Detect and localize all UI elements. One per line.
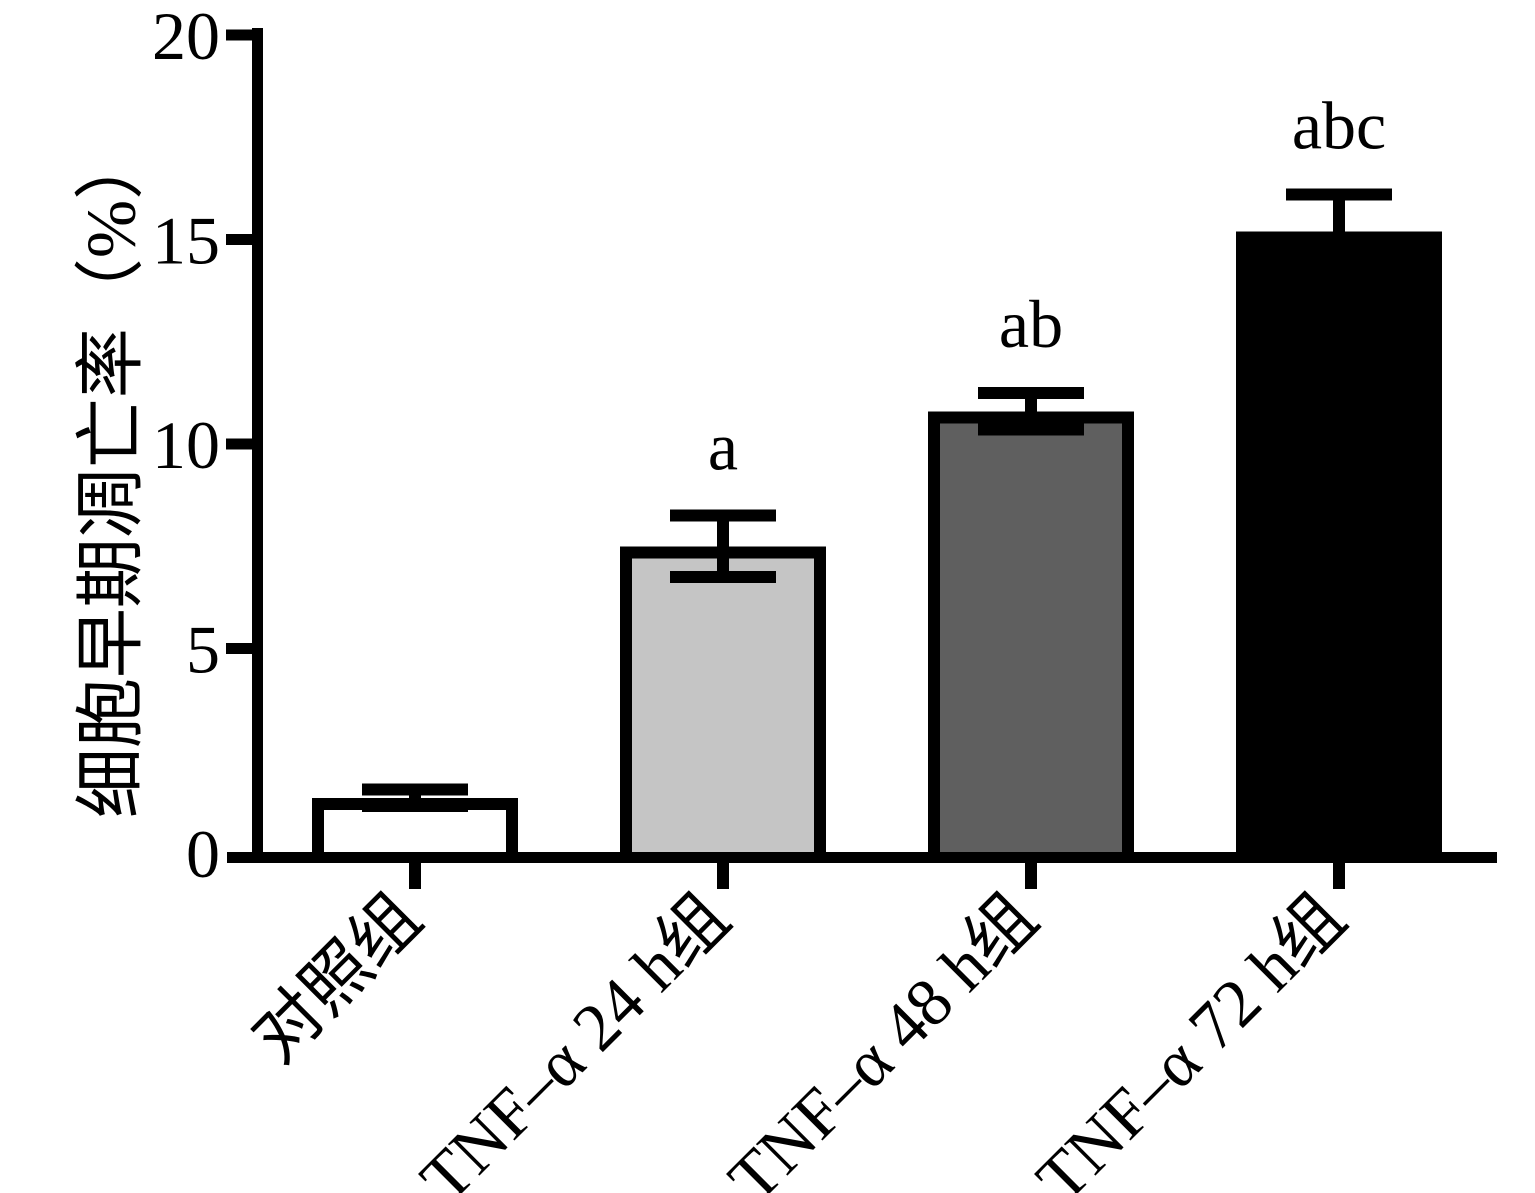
error-bar-line-3 <box>1333 194 1345 269</box>
error-bar-lower-cap-2 <box>978 423 1084 436</box>
x-category-label-0: 对照组 <box>238 879 436 1077</box>
y-tick-label-15: 15 <box>152 203 220 279</box>
error-bar-upper-cap-3 <box>1286 188 1392 201</box>
bar-fill-2 <box>940 423 1122 852</box>
x-tick-2 <box>1025 863 1037 889</box>
y-tick-label-5: 5 <box>186 612 220 688</box>
x-tick-1 <box>717 863 729 889</box>
x-category-label-1: TNF–α 24 h组 <box>406 879 744 1193</box>
error-bar-lower-cap-1 <box>670 570 776 583</box>
error-bar-upper-cap-1 <box>670 509 776 522</box>
significance-label-2: ab <box>999 286 1063 362</box>
significance-label-3: abc <box>1292 88 1386 164</box>
x-category-label-2: TNF–α 48 h组 <box>714 879 1052 1193</box>
error-bar-lower-cap-0 <box>362 799 468 812</box>
y-tick-label-20: 20 <box>152 0 220 74</box>
bar-fill-0 <box>324 809 506 852</box>
y-tick-label-0: 0 <box>186 816 220 892</box>
y-tick-5 <box>226 643 252 654</box>
x-category-label-3: TNF–α 72 h组 <box>1022 879 1360 1193</box>
error-bar-upper-cap-0 <box>362 783 468 796</box>
error-bar-upper-cap-2 <box>978 386 1084 399</box>
significance-label-1: a <box>708 409 738 485</box>
bar-fill-3 <box>1248 243 1430 852</box>
y-tick-10 <box>226 438 252 450</box>
error-bar-line-1 <box>717 515 729 577</box>
error-bar-line-2 <box>1025 392 1037 430</box>
error-bar-lower-cap-3 <box>1286 262 1392 275</box>
x-tick-0 <box>409 863 421 889</box>
y-axis-title: 细胞早期凋亡率（%） <box>74 130 151 818</box>
x-tick-3 <box>1333 863 1345 889</box>
y-axis-line <box>252 28 263 863</box>
y-tick-20 <box>226 29 252 41</box>
bar-fill-1 <box>632 558 814 852</box>
y-tick-15 <box>226 234 252 245</box>
y-tick-label-10: 10 <box>152 407 220 483</box>
x-axis-line <box>227 852 1497 863</box>
